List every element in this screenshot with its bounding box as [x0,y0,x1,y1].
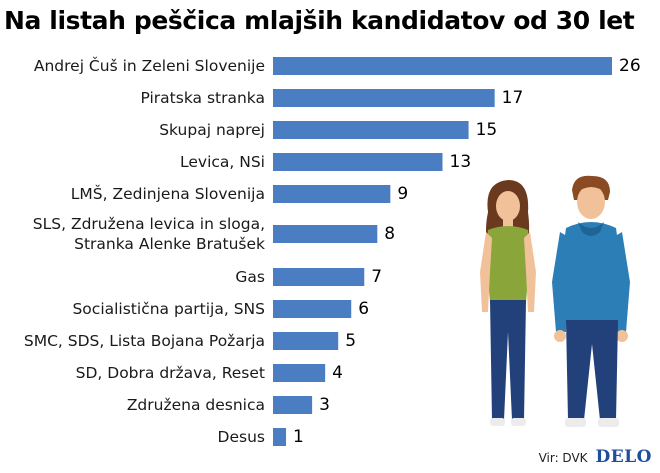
value-label: 4 [332,363,343,383]
category-label: Desus [218,428,265,446]
category-label: Združena desnica [127,396,265,414]
value-label: 5 [345,331,356,351]
category-label: Socialistična partija, SNS [72,300,265,318]
source-note: Vir: DVK [538,451,588,465]
value-label: 13 [450,152,472,172]
category-label: Skupaj naprej [159,121,265,139]
value-label: 6 [358,299,369,319]
bar [273,428,287,446]
bar [273,185,391,203]
illustration [480,175,630,427]
bar [273,153,443,171]
young-woman-icon [480,180,536,426]
bar [273,121,469,139]
value-label: 9 [397,184,408,204]
source-row: Vir: DVK DELO [539,447,652,467]
category-label: SLS, Združena levica in sloga, [33,215,265,233]
bar [273,225,378,243]
bar [273,396,313,414]
bar [273,364,326,382]
bar [273,57,612,75]
bar [273,332,339,350]
category-label: Andrej Čuš in Zeleni Slovenije [34,56,265,75]
young-man-icon [552,175,630,427]
bar [273,89,495,107]
category-label: SMC, SDS, Lista Bojana Požarja [24,332,265,350]
category-label: SD, Dobra država, Reset [76,364,265,382]
value-label: 15 [476,120,498,140]
value-label: 26 [619,56,641,76]
value-label: 8 [384,224,395,244]
brand-logo: DELO [595,447,652,467]
bar [273,300,352,318]
category-label: Gas [235,268,265,286]
category-label: Stranka Alenke Bratušek [74,235,265,253]
value-label: 17 [502,88,524,108]
category-label: Levica, NSi [180,153,265,171]
value-label: 7 [371,267,382,287]
bar [273,268,365,286]
value-label: 3 [319,395,330,415]
value-label: 1 [293,427,304,447]
chart-title: Na listah peščica mlajših kandidatov od … [4,6,635,35]
category-label: LMŠ, Zedinjena Slovenija [71,184,265,203]
category-label: Piratska stranka [140,89,265,107]
